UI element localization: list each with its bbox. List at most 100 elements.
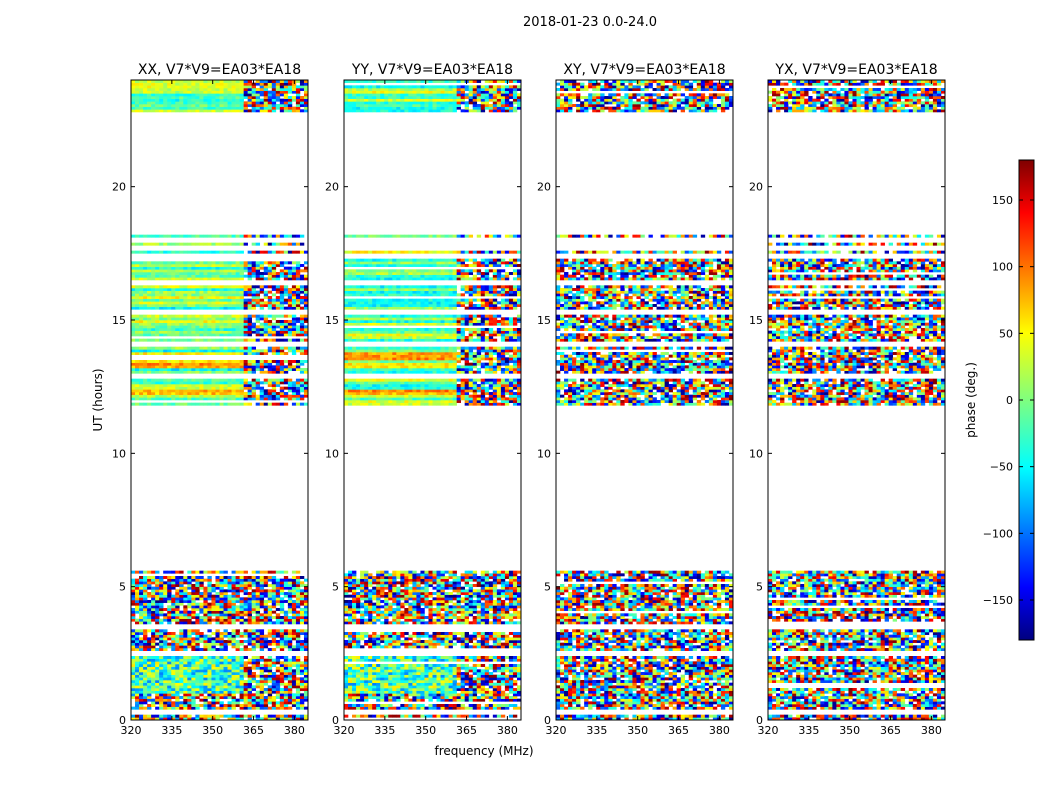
heatmap-cell bbox=[135, 594, 140, 598]
heatmap-cell bbox=[344, 672, 349, 675]
heatmap-cell bbox=[295, 277, 301, 281]
heatmap-cell bbox=[131, 640, 136, 643]
heatmap-cell bbox=[183, 402, 188, 406]
heatmap-cell bbox=[203, 93, 208, 97]
heatmap-cell bbox=[231, 298, 236, 302]
heatmap-cell bbox=[163, 106, 168, 110]
heatmap-cell bbox=[143, 658, 148, 662]
heatmap-cell bbox=[199, 349, 204, 353]
heatmap-cell bbox=[187, 605, 192, 609]
heatmap-cell bbox=[207, 621, 212, 625]
heatmap-cell bbox=[183, 338, 188, 342]
heatmap-cell bbox=[247, 80, 252, 83]
heatmap-cell bbox=[191, 261, 196, 265]
heatmap-cell bbox=[360, 680, 365, 683]
heatmap-cell bbox=[187, 298, 192, 302]
heatmap-cell bbox=[255, 349, 261, 353]
heatmap-cell bbox=[271, 98, 277, 102]
heatmap-cell bbox=[163, 586, 168, 590]
heatmap-cell bbox=[219, 365, 224, 369]
heatmap-cell bbox=[235, 592, 240, 595]
heatmap-cell bbox=[183, 656, 188, 659]
heatmap-cell bbox=[139, 362, 144, 366]
heatmap-cell bbox=[163, 656, 168, 659]
heatmap-cell bbox=[239, 362, 244, 366]
heatmap-cell bbox=[191, 378, 196, 382]
heatmap-cell bbox=[235, 296, 240, 299]
heatmap-cell bbox=[263, 242, 269, 246]
heatmap-cell bbox=[259, 397, 265, 401]
heatmap-cell bbox=[163, 378, 168, 382]
heatmap-cell bbox=[275, 696, 281, 699]
heatmap-cell bbox=[155, 570, 160, 574]
heatmap-cell bbox=[239, 674, 244, 678]
heatmap-cell bbox=[155, 589, 160, 593]
heatmap-cell bbox=[368, 696, 373, 699]
heatmap-cell bbox=[159, 82, 164, 86]
heatmap-cell bbox=[223, 682, 228, 686]
heatmap-cell bbox=[175, 365, 180, 369]
heatmap-cell bbox=[436, 672, 441, 675]
heatmap-cell bbox=[187, 352, 192, 355]
heatmap-cell bbox=[155, 314, 160, 318]
heatmap-cell bbox=[448, 696, 453, 699]
heatmap-cell bbox=[271, 621, 277, 625]
heatmap-cell bbox=[508, 685, 514, 689]
heatmap-cell bbox=[139, 640, 144, 643]
heatmap-cell bbox=[231, 328, 236, 331]
heatmap-cell bbox=[279, 352, 285, 355]
heatmap-cell bbox=[183, 618, 188, 622]
heatmap-cell bbox=[255, 378, 261, 382]
heatmap-cell bbox=[211, 333, 216, 337]
heatmap-cell bbox=[199, 360, 204, 363]
heatmap-cell bbox=[183, 397, 188, 401]
heatmap-cell bbox=[151, 82, 156, 86]
heatmap-cell bbox=[139, 602, 144, 606]
heatmap-cell bbox=[143, 296, 148, 299]
heatmap-cell bbox=[239, 293, 244, 297]
heatmap-cell bbox=[291, 85, 297, 89]
heatmap-cell bbox=[231, 293, 236, 297]
heatmap-cell bbox=[432, 685, 437, 689]
heatmap-cell bbox=[231, 634, 236, 638]
heatmap-cell bbox=[235, 645, 240, 649]
heatmap-cell bbox=[295, 570, 301, 574]
heatmap-cell bbox=[291, 269, 297, 273]
heatmap-cell bbox=[235, 360, 240, 363]
heatmap-cell bbox=[187, 285, 192, 289]
heatmap-cell bbox=[287, 634, 293, 638]
heatmap-cell bbox=[155, 581, 160, 585]
heatmap-cell bbox=[344, 680, 349, 683]
heatmap-cell bbox=[231, 338, 236, 342]
heatmap-cell bbox=[203, 586, 208, 590]
heatmap-cell bbox=[287, 672, 293, 675]
heatmap-cell bbox=[243, 101, 248, 105]
heatmap-cell bbox=[472, 669, 478, 673]
heatmap-cell bbox=[231, 384, 236, 387]
heatmap-cell bbox=[267, 696, 273, 699]
heatmap-cell bbox=[251, 384, 256, 387]
heatmap-cell bbox=[267, 616, 273, 619]
heatmap-cell bbox=[512, 688, 518, 691]
heatmap-cell bbox=[440, 688, 445, 691]
heatmap-cell bbox=[131, 360, 136, 363]
heatmap-cell bbox=[291, 296, 297, 299]
heatmap-cell bbox=[299, 610, 305, 614]
heatmap-cell bbox=[279, 648, 285, 651]
heatmap-cell bbox=[187, 698, 192, 702]
heatmap-cell bbox=[207, 384, 212, 387]
heatmap-cell bbox=[183, 384, 188, 387]
heatmap-cell bbox=[239, 605, 244, 609]
heatmap-cell bbox=[191, 330, 196, 334]
heatmap-cell bbox=[159, 640, 164, 643]
heatmap-cell bbox=[139, 658, 144, 662]
heatmap-cell bbox=[151, 346, 156, 350]
heatmap-cell bbox=[271, 648, 277, 651]
heatmap-cell bbox=[396, 669, 401, 673]
heatmap-cell bbox=[219, 314, 224, 318]
heatmap-cell bbox=[267, 578, 273, 582]
heatmap-cell bbox=[271, 637, 277, 641]
heatmap-cell bbox=[484, 688, 490, 691]
heatmap-cell bbox=[243, 360, 248, 363]
heatmap-cell bbox=[207, 656, 212, 659]
